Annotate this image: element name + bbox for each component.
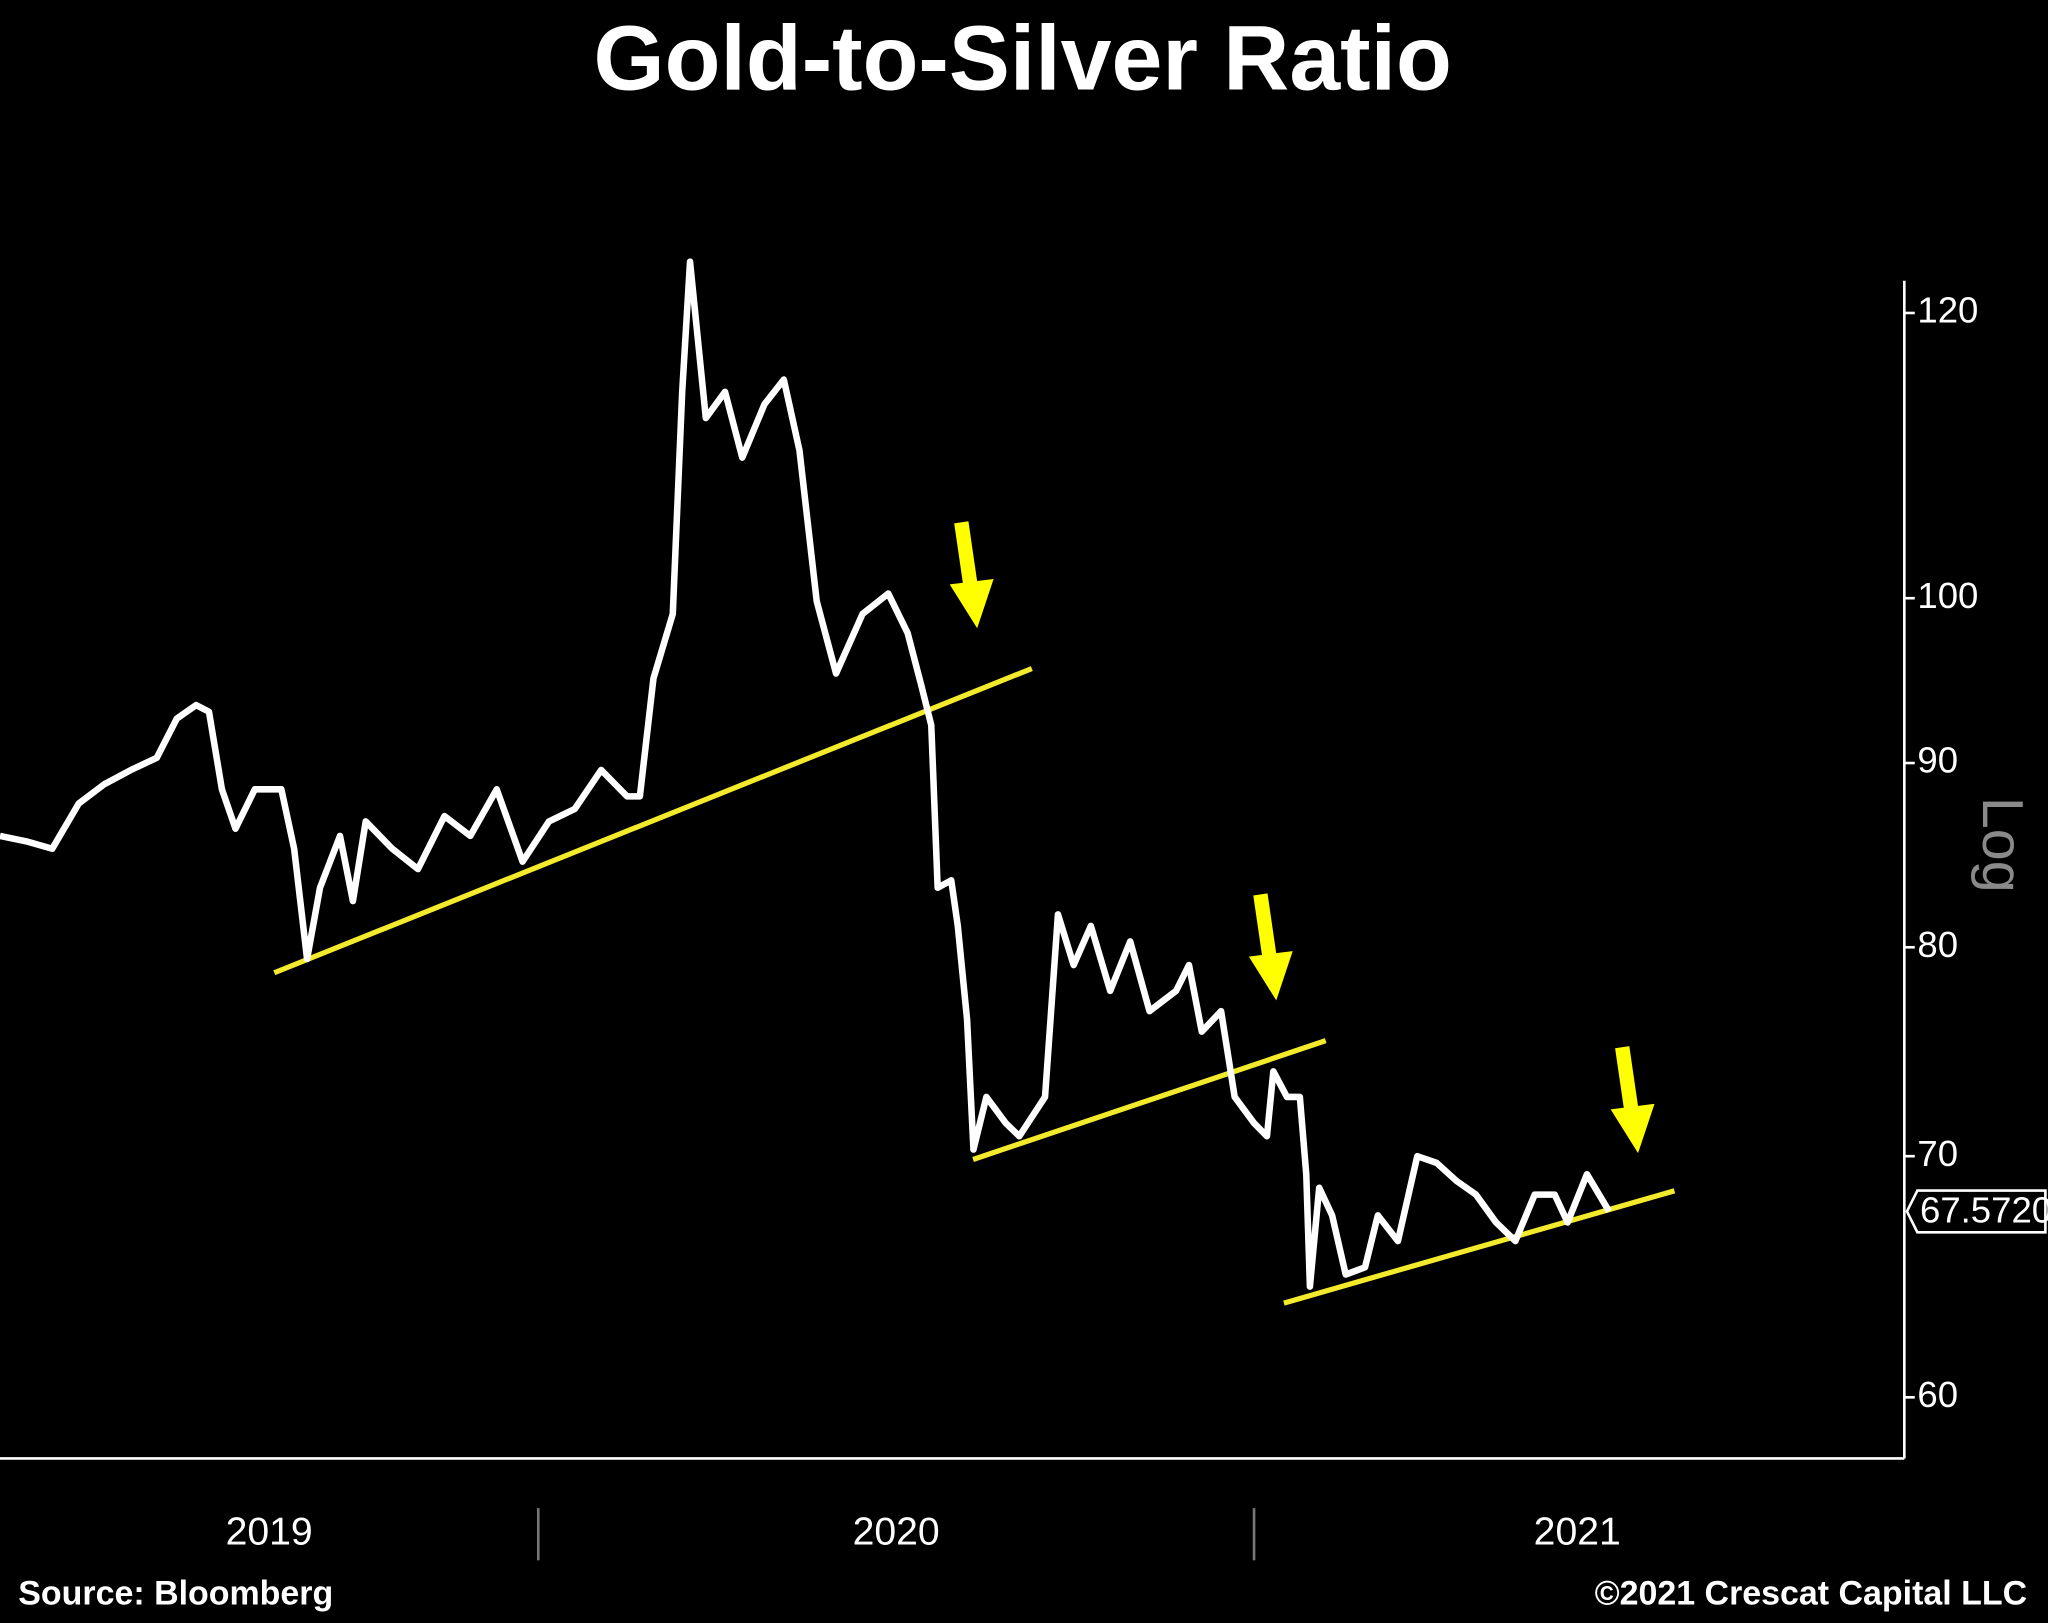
x-tick-label: 2019 [226,1511,313,1554]
data-line [0,258,1612,1290]
arrow-head [949,578,994,629]
x-tick-label: 2021 [1534,1511,1621,1554]
scale-label: Log [1970,797,2034,893]
arrow-head [1248,951,1293,1001]
y-tick-label: 100 [1917,575,1978,616]
y-tick-label: 120 [1917,290,1978,331]
last-value-label: 67.5720 [1920,1189,2048,1230]
y-tick-label: 80 [1917,924,1958,965]
arrow-head [1610,1103,1655,1154]
x-tick-label: 2020 [853,1511,940,1554]
last-value-tag [1905,1189,2047,1234]
source-note: Source: Bloomberg [18,1575,333,1613]
trendline [972,1038,1327,1162]
arrows [949,521,1655,1154]
y-tick-label: 90 [1917,740,1958,781]
trendline [273,666,1033,976]
copyright-note: ©2021 Crescat Capital LLC [1595,1575,2027,1613]
chart-title: Gold-to-Silver Ratio [594,7,1452,109]
y-tick-label: 70 [1917,1133,1958,1174]
y-tick-label: 60 [1917,1374,1958,1415]
